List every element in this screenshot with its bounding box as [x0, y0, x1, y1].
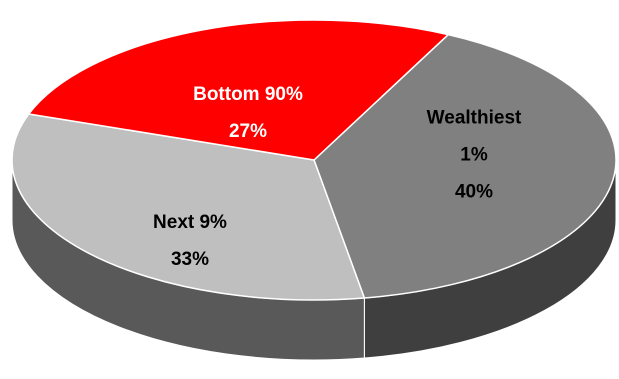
slice-label-line: 33% [171, 249, 209, 270]
slice-label-next-9: Next 9% 33% [153, 212, 227, 270]
slice-label-line: 27% [229, 121, 267, 142]
slice-label-line: 40% [455, 182, 493, 203]
pie-slice-next-9 [11, 113, 366, 301]
slice-label-bottom-90: Bottom 90% 27% [193, 84, 303, 142]
pie-slice-wealthiest-1 [313, 33, 617, 299]
slice-label-line: Wealthiest [427, 108, 522, 129]
slice-label-line: 1% [460, 145, 488, 166]
pie-slice-bottom-90 [28, 19, 450, 161]
slice-label-line: Bottom 90% [193, 84, 303, 105]
slice-label-wealthiest-1: Wealthiest 1% 40% [427, 108, 522, 203]
slice-label-line: Next 9% [153, 212, 227, 233]
